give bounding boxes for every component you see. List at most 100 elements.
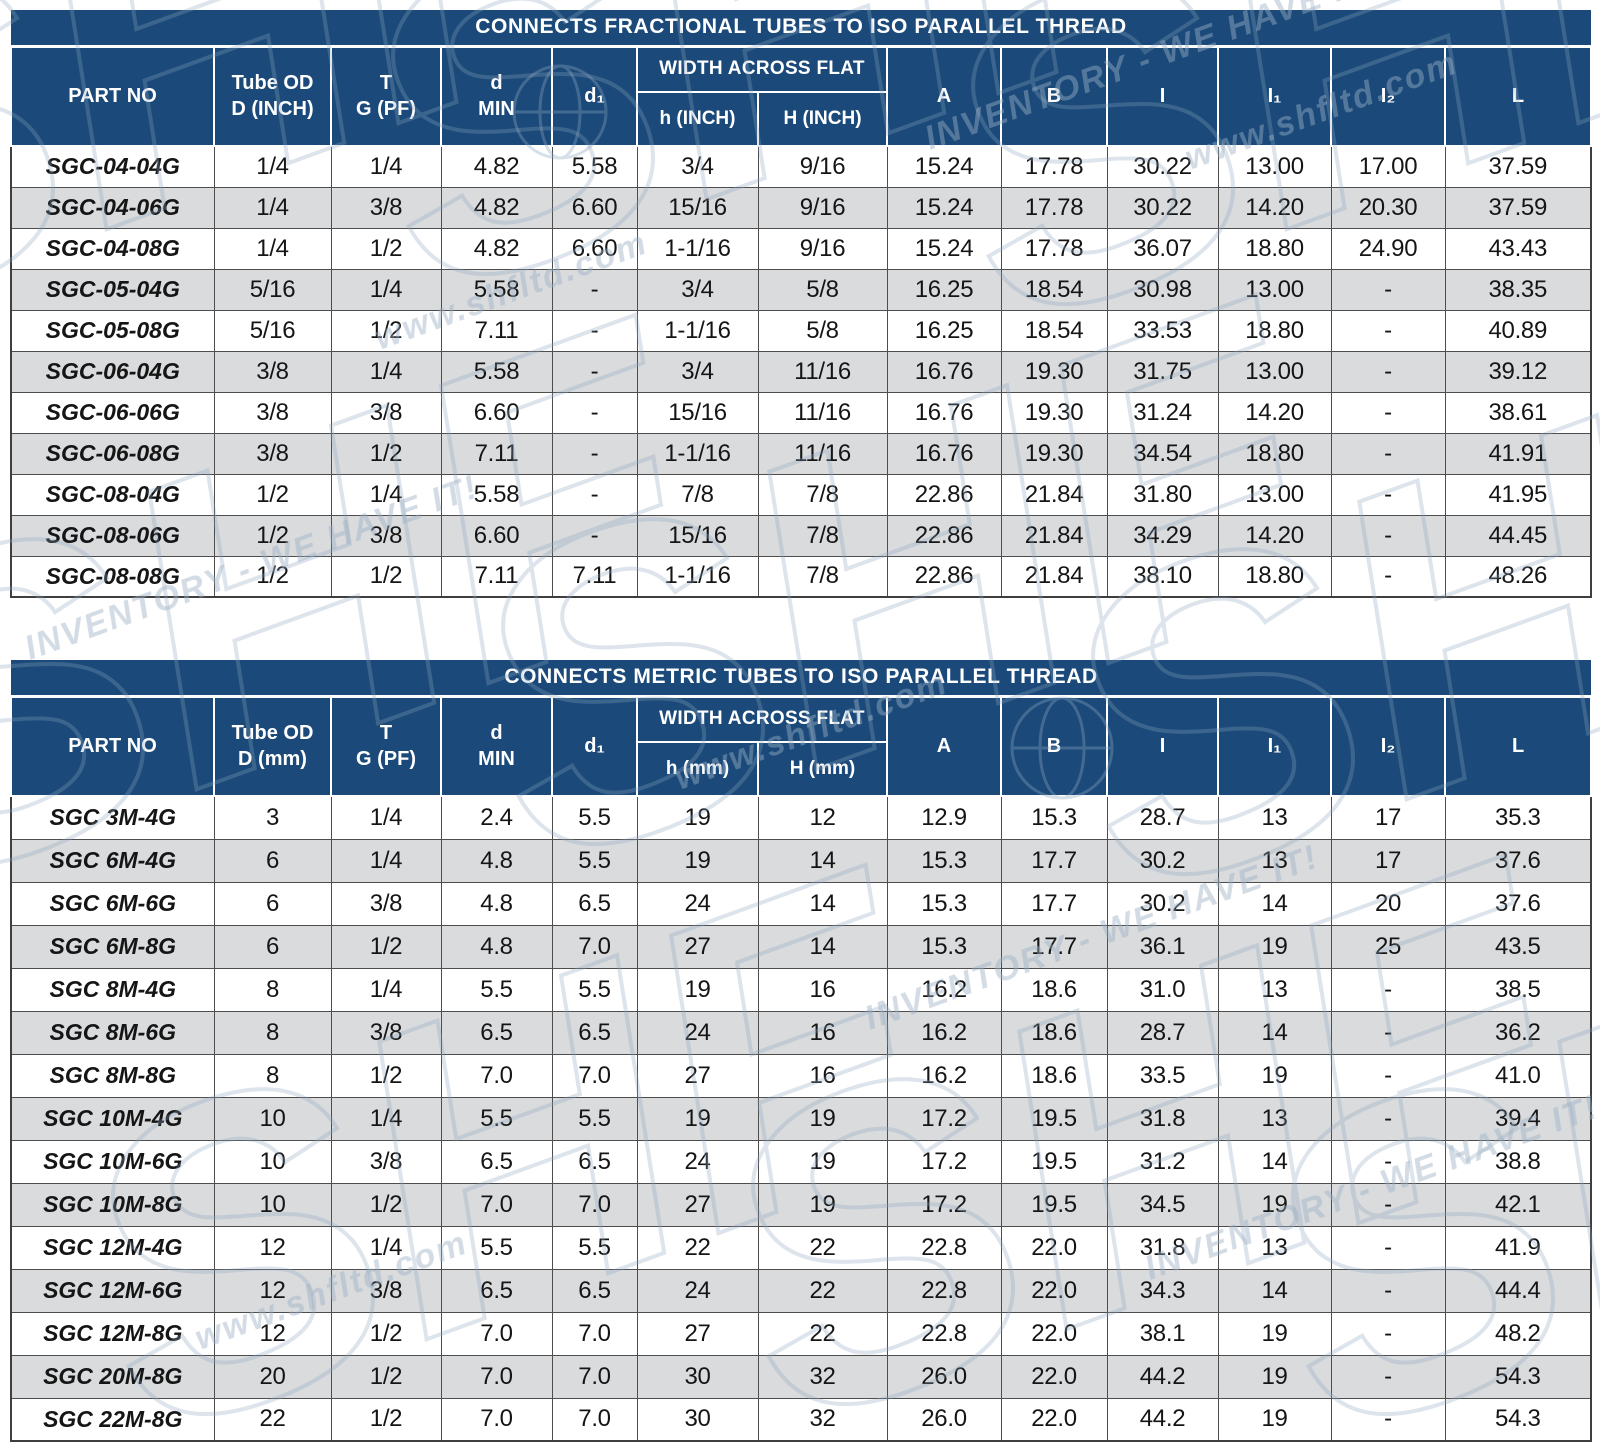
value-cell: 5.58 [440, 268, 553, 311]
value-cell: 15.24 [886, 145, 1002, 188]
value-cell: 7.11 [551, 555, 638, 598]
col-header-l: L [1443, 695, 1593, 797]
value-cell: 4.82 [440, 227, 553, 270]
part-no-cell: SGC-06-08G [10, 432, 215, 475]
part-no-cell: SGC 12M-4G [10, 1225, 215, 1270]
value-cell: 18.54 [1000, 268, 1108, 311]
value-cell: 24.90 [1330, 227, 1446, 270]
table-title: CONNECTS FRACTIONAL TUBES TO ISO PARALLE… [11, 10, 1592, 48]
value-cell: 15/16 [636, 391, 759, 434]
header-row: PART NO Tube OD D (INCH) T G (PF) d MIN … [10, 45, 1593, 147]
value-cell: 7.11 [440, 555, 553, 598]
value-cell: 5.5 [551, 1225, 638, 1270]
table-row: SGC 3M-4G 3 1/4 2.4 5.5 19 12 12.9 15.3 28.7 13 17 3… [10, 795, 1592, 840]
col-header-t-g: T G (PF) [330, 695, 442, 797]
value-cell: - [1330, 1354, 1446, 1399]
value-cell: 16.25 [886, 268, 1002, 311]
col-header-i1: I₁ [1217, 45, 1332, 147]
value-cell: 24 [636, 1139, 759, 1184]
col-header-h-big: H (mm) [757, 741, 888, 797]
value-cell: - [1330, 1139, 1446, 1184]
value-cell: 6 [213, 881, 332, 926]
value-cell: 38.10 [1106, 555, 1219, 598]
value-cell: 27 [636, 1182, 759, 1227]
value-cell: 18.6 [1000, 1053, 1108, 1098]
table-row: SGC-05-04G 5/16 1/4 5.58-3/4 5/8 16.25 18.54 30… [10, 268, 1592, 311]
value-cell: - [551, 391, 638, 434]
value-cell: 44.4 [1444, 1268, 1592, 1313]
value-cell: 44.45 [1444, 514, 1592, 557]
value-cell: 17.78 [1000, 145, 1108, 188]
part-no-cell: SGC 6M-6G [10, 881, 215, 926]
col-header-l: L [1443, 45, 1593, 147]
table-row: SGC 12M-6G 12 3/8 6.5 6.5 24 22 22.8 22.0 34.3 14-… [10, 1268, 1592, 1313]
value-cell: 17 [1330, 795, 1446, 840]
value-cell: 14.20 [1217, 186, 1332, 229]
value-cell: - [551, 432, 638, 475]
value-cell: 3/4 [636, 268, 759, 311]
value-cell: 9/16 [757, 186, 888, 229]
col-header-d-min: d MIN [440, 695, 553, 797]
value-cell: 1-1/16 [636, 555, 759, 598]
table-row: SGC 20M-8G 20 1/2 7.0 7.0 30 32 26.0 22.0 44.2 19-… [10, 1354, 1592, 1399]
value-cell: 22.0 [1000, 1354, 1108, 1399]
value-cell: 14.20 [1217, 391, 1332, 434]
value-cell: - [1330, 1268, 1446, 1313]
value-cell: 17.7 [1000, 838, 1108, 883]
col-header-b: B [1000, 45, 1108, 147]
part-no-cell: SGC-08-04G [10, 473, 215, 516]
value-cell: 19.5 [1000, 1139, 1108, 1184]
value-cell: 22.0 [1000, 1225, 1108, 1270]
table-row: SGC 12M-4G 12 1/4 5.5 5.5 22 22 22.8 22.0 31.8 13-… [10, 1225, 1592, 1270]
value-cell: 41.9 [1444, 1225, 1592, 1270]
value-cell: 4.82 [440, 186, 553, 229]
value-cell: 22.86 [886, 473, 1002, 516]
table-row: SGC 10M-8G 10 1/2 7.0 7.0 27 19 17.2 19.5 34.5 19-… [10, 1182, 1592, 1227]
part-no-cell: SGC-06-06G [10, 391, 215, 434]
value-cell: 21.84 [1000, 473, 1108, 516]
part-no-cell: SGC-04-08G [10, 227, 215, 270]
value-cell: 37.59 [1444, 186, 1592, 229]
value-cell: 33.53 [1106, 309, 1219, 352]
value-cell: 54.3 [1444, 1354, 1592, 1399]
value-cell: 6.5 [440, 1010, 553, 1055]
value-cell: 34.29 [1106, 514, 1219, 557]
col-header-b: B [1000, 695, 1108, 797]
value-cell: 7/8 [757, 555, 888, 598]
value-cell: 18.80 [1217, 555, 1332, 598]
part-no-cell: SGC-04-04G [10, 145, 215, 188]
part-no-cell: SGC-04-06G [10, 186, 215, 229]
value-cell: 17.2 [886, 1182, 1002, 1227]
value-cell: 22.0 [1000, 1268, 1108, 1313]
value-cell: 20 [213, 1354, 332, 1399]
table-row: SGC 8M-6G 8 3/8 6.5 6.5 24 16 16.2 18.6 28.7 14-36… [10, 1010, 1592, 1055]
value-cell: 18.80 [1217, 432, 1332, 475]
value-cell: 7.0 [440, 1397, 553, 1442]
value-cell: 31.8 [1106, 1225, 1219, 1270]
value-cell: 25 [1330, 924, 1446, 969]
value-cell: 3/8 [330, 1268, 442, 1313]
col-header-i: I [1106, 45, 1219, 147]
value-cell: 17 [1330, 838, 1446, 883]
value-cell: 48.26 [1444, 555, 1592, 598]
value-cell: 5.5 [551, 967, 638, 1012]
value-cell: 17.2 [886, 1139, 1002, 1184]
value-cell: 22.8 [886, 1225, 1002, 1270]
value-cell: 19.30 [1000, 391, 1108, 434]
value-cell: 32 [757, 1397, 888, 1442]
metric-table: CONNECTS METRIC TUBES TO ISO PARALLEL TH… [10, 660, 1593, 1442]
value-cell: 19 [636, 967, 759, 1012]
value-cell: - [1330, 432, 1446, 475]
value-cell: 18.54 [1000, 309, 1108, 352]
value-cell: 6.5 [551, 1010, 638, 1055]
value-cell: 37.59 [1444, 145, 1592, 188]
value-cell: 21.84 [1000, 555, 1108, 598]
value-cell: 19 [1217, 1311, 1332, 1356]
value-cell: 1/4 [330, 795, 442, 840]
value-cell: 22.86 [886, 555, 1002, 598]
value-cell: 43.43 [1444, 227, 1592, 270]
value-cell: 30.22 [1106, 186, 1219, 229]
value-cell: - [1330, 391, 1446, 434]
value-cell: 31.80 [1106, 473, 1219, 516]
value-cell: 7.0 [551, 1397, 638, 1442]
